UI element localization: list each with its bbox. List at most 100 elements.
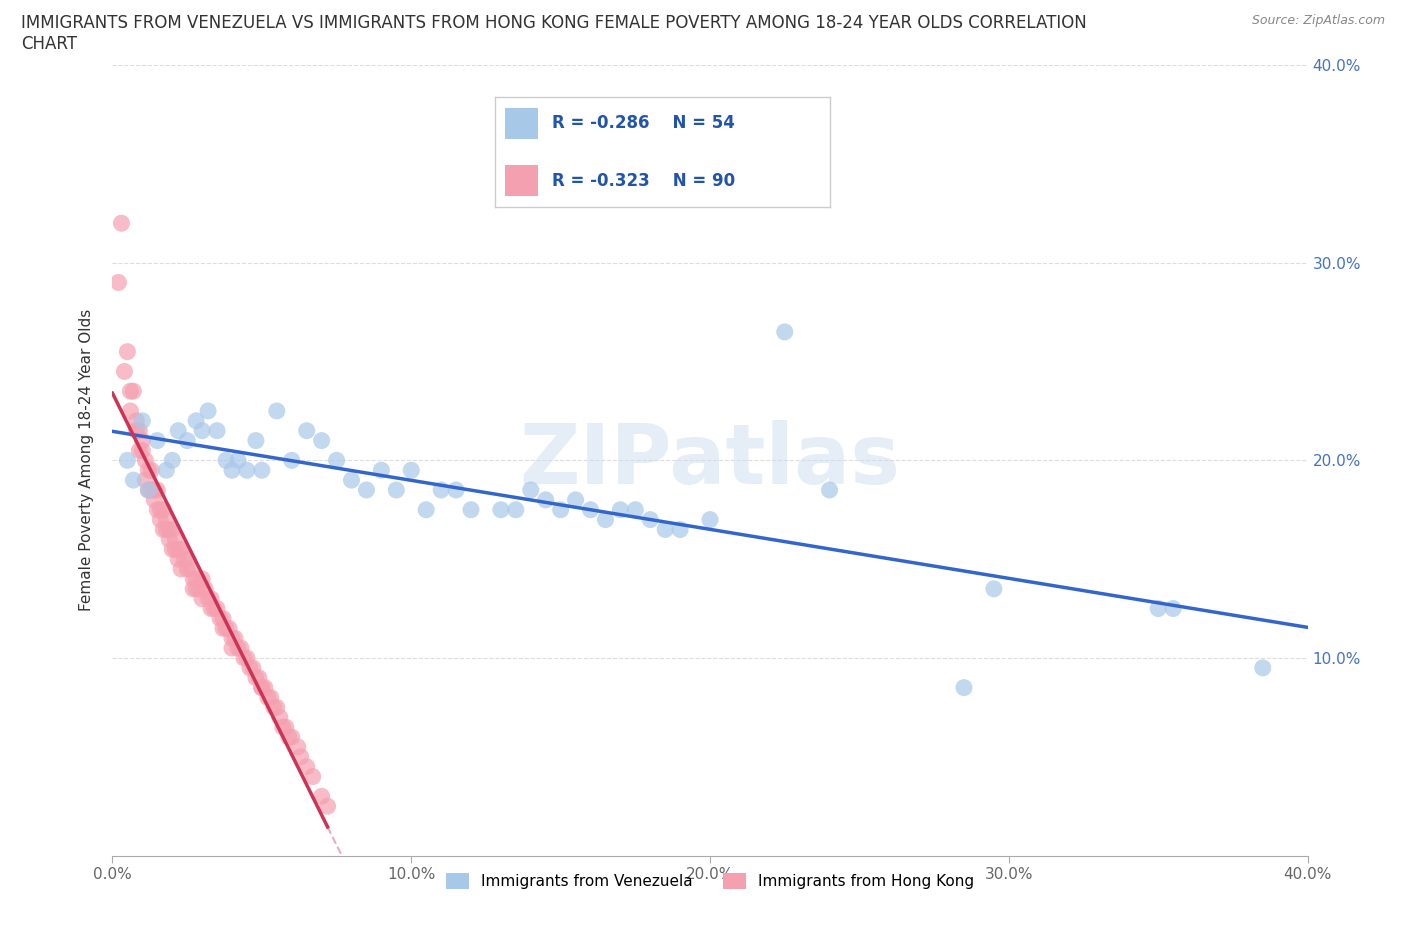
Immigrants from Hong Kong xyxy=(179,562,201,577)
Immigrants from Hong Kong xyxy=(209,611,232,626)
Immigrants from Venezuela xyxy=(281,453,304,468)
Immigrants from Hong Kong xyxy=(260,690,283,705)
Immigrants from Hong Kong xyxy=(200,601,222,616)
Immigrants from Venezuela xyxy=(266,404,288,418)
Text: CHART: CHART xyxy=(21,35,77,53)
Immigrants from Venezuela xyxy=(122,472,145,487)
Immigrants from Hong Kong xyxy=(295,759,318,774)
Immigrants from Hong Kong xyxy=(134,472,156,487)
Immigrants from Hong Kong xyxy=(221,631,243,645)
Immigrants from Hong Kong xyxy=(316,799,339,814)
Immigrants from Hong Kong xyxy=(107,275,129,290)
Immigrants from Hong Kong xyxy=(191,571,214,587)
Immigrants from Venezuela xyxy=(385,483,408,498)
Immigrants from Hong Kong xyxy=(149,512,172,527)
Immigrants from Hong Kong xyxy=(143,493,166,508)
Immigrants from Venezuela xyxy=(245,433,267,448)
Immigrants from Hong Kong xyxy=(131,433,153,448)
Immigrants from Hong Kong xyxy=(229,641,252,656)
Immigrants from Venezuela xyxy=(699,512,721,527)
Immigrants from Venezuela xyxy=(205,423,228,438)
Immigrants from Hong Kong xyxy=(134,453,156,468)
Immigrants from Venezuela xyxy=(773,325,796,339)
Immigrants from Venezuela xyxy=(624,502,647,517)
Immigrants from Venezuela xyxy=(520,483,543,498)
Immigrants from Hong Kong xyxy=(170,542,193,557)
Immigrants from Venezuela xyxy=(146,433,169,448)
Immigrants from Venezuela xyxy=(640,512,662,527)
Immigrants from Hong Kong xyxy=(202,601,225,616)
Immigrants from Hong Kong xyxy=(239,660,262,675)
Immigrants from Venezuela xyxy=(221,463,243,478)
Immigrants from Hong Kong xyxy=(212,611,235,626)
Immigrants from Venezuela xyxy=(983,581,1005,596)
Immigrants from Venezuela xyxy=(489,502,512,517)
Immigrants from Hong Kong xyxy=(117,344,139,359)
Immigrants from Hong Kong xyxy=(176,562,198,577)
Immigrants from Hong Kong xyxy=(162,522,183,537)
Immigrants from Hong Kong xyxy=(269,710,291,724)
Immigrants from Venezuela xyxy=(654,522,676,537)
Immigrants from Hong Kong xyxy=(125,423,148,438)
Immigrants from Venezuela xyxy=(186,413,208,428)
Immigrants from Venezuela xyxy=(191,423,214,438)
Immigrants from Hong Kong xyxy=(218,621,240,636)
Immigrants from Hong Kong xyxy=(128,443,150,458)
Immigrants from Hong Kong xyxy=(257,690,280,705)
Immigrants from Hong Kong xyxy=(141,483,163,498)
Immigrants from Venezuela xyxy=(444,483,467,498)
Immigrants from Hong Kong xyxy=(200,591,222,606)
Immigrants from Hong Kong xyxy=(263,700,285,715)
Immigrants from Venezuela xyxy=(325,453,347,468)
Immigrants from Venezuela xyxy=(609,502,631,517)
Immigrants from Hong Kong xyxy=(266,700,288,715)
Immigrants from Venezuela xyxy=(460,502,482,517)
Y-axis label: Female Poverty Among 18-24 Year Olds: Female Poverty Among 18-24 Year Olds xyxy=(79,309,94,612)
Immigrants from Venezuela xyxy=(311,433,333,448)
Immigrants from Venezuela xyxy=(953,680,976,695)
Immigrants from Hong Kong xyxy=(191,591,214,606)
Immigrants from Hong Kong xyxy=(250,680,273,695)
Immigrants from Hong Kong xyxy=(173,551,195,566)
Immigrants from Hong Kong xyxy=(141,463,163,478)
Immigrants from Venezuela xyxy=(226,453,249,468)
Immigrants from Venezuela xyxy=(534,493,557,508)
Immigrants from Hong Kong xyxy=(226,641,249,656)
Immigrants from Hong Kong xyxy=(224,631,246,645)
Immigrants from Venezuela xyxy=(1147,601,1170,616)
Immigrants from Venezuela xyxy=(415,502,437,517)
Immigrants from Venezuela xyxy=(505,502,527,517)
Immigrants from Hong Kong xyxy=(167,551,190,566)
Immigrants from Venezuela xyxy=(167,423,190,438)
Immigrants from Venezuela xyxy=(564,493,586,508)
Text: Source: ZipAtlas.com: Source: ZipAtlas.com xyxy=(1251,14,1385,27)
Immigrants from Hong Kong xyxy=(194,581,217,596)
Immigrants from Hong Kong xyxy=(162,542,183,557)
Legend: Immigrants from Venezuela, Immigrants from Hong Kong: Immigrants from Venezuela, Immigrants fr… xyxy=(440,867,980,896)
Immigrants from Venezuela xyxy=(215,453,238,468)
Immigrants from Venezuela xyxy=(430,483,453,498)
Immigrants from Hong Kong xyxy=(131,443,153,458)
Immigrants from Venezuela xyxy=(162,453,183,468)
Immigrants from Hong Kong xyxy=(120,404,142,418)
Immigrants from Hong Kong xyxy=(188,581,211,596)
Immigrants from Hong Kong xyxy=(120,384,142,399)
Immigrants from Venezuela xyxy=(550,502,572,517)
Immigrants from Venezuela xyxy=(295,423,318,438)
Immigrants from Hong Kong xyxy=(186,581,208,596)
Immigrants from Hong Kong xyxy=(287,739,309,754)
Immigrants from Venezuela xyxy=(197,404,219,418)
Immigrants from Hong Kong xyxy=(157,532,180,547)
Immigrants from Venezuela xyxy=(155,463,177,478)
Immigrants from Venezuela xyxy=(131,413,153,428)
Immigrants from Hong Kong xyxy=(149,502,172,517)
Text: ZIPatlas: ZIPatlas xyxy=(520,419,900,501)
Immigrants from Hong Kong xyxy=(274,720,297,735)
Immigrants from Hong Kong xyxy=(122,384,145,399)
Immigrants from Hong Kong xyxy=(253,680,276,695)
Immigrants from Hong Kong xyxy=(138,463,160,478)
Immigrants from Hong Kong xyxy=(301,769,323,784)
Immigrants from Venezuela xyxy=(595,512,617,527)
Immigrants from Venezuela xyxy=(579,502,602,517)
Immigrants from Hong Kong xyxy=(157,522,180,537)
